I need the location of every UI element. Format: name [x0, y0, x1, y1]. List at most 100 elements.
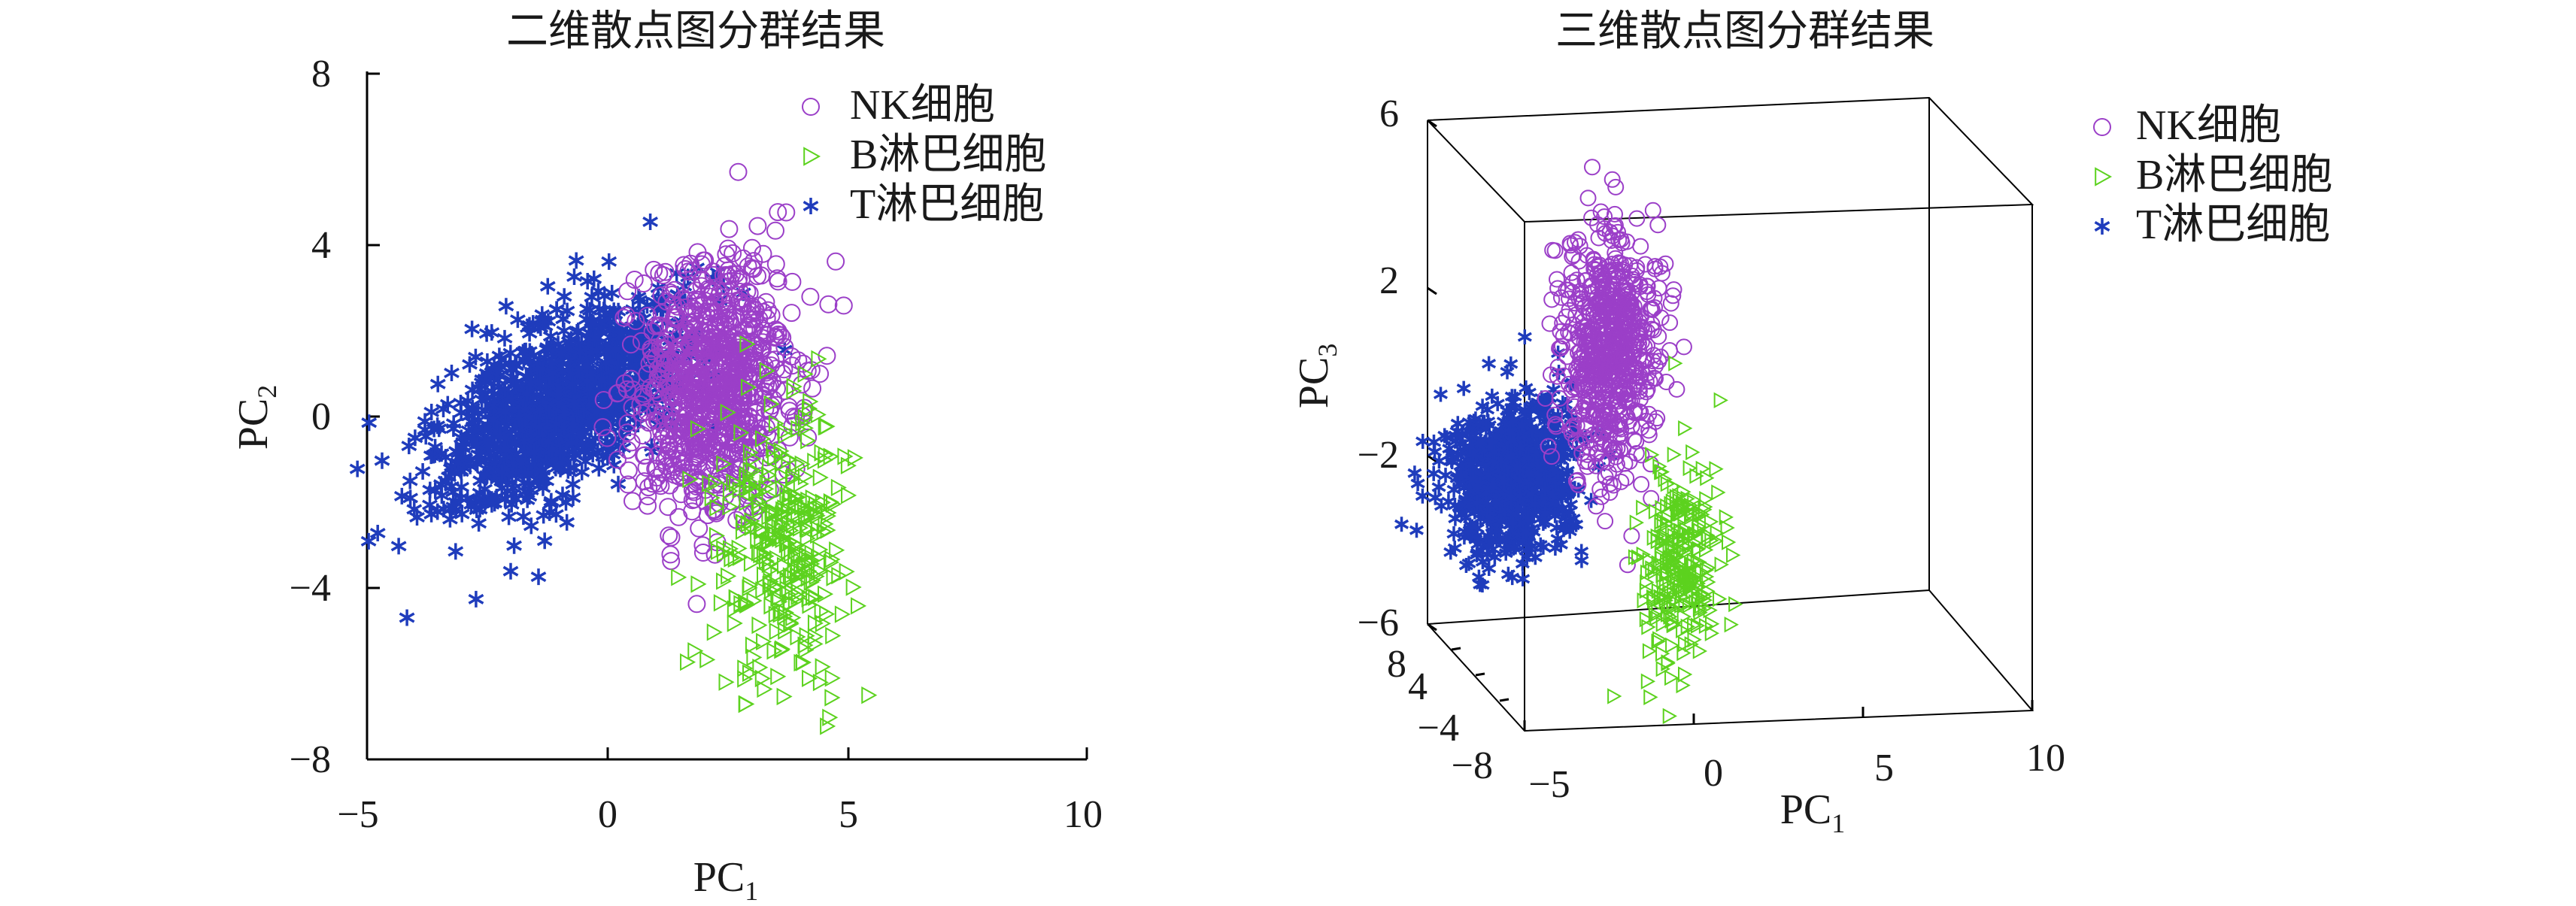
chart-2d-data-point: [724, 443, 742, 462]
chart-2d-data-point: [604, 284, 620, 301]
chart-3d-data-point: [1458, 524, 1473, 540]
chart-2d-data-point: [800, 569, 817, 587]
chart-2d-data-point: [672, 341, 690, 360]
chart-2d-legend-marker: [803, 198, 819, 214]
chart-3d-data-point: [1431, 479, 1446, 495]
chart-3d-data-point: [1602, 414, 1619, 432]
chart-3d-data-point: [1710, 525, 1725, 541]
chart-3d-data-point: [1619, 385, 1637, 402]
chart-3d-data-point: [1570, 231, 1587, 248]
chart-2d-data-point: [661, 283, 680, 302]
chart-3d-data-point: [1685, 583, 1701, 601]
chart-3d-legend-marker: [2094, 218, 2110, 235]
chart-2d-data-point: [639, 496, 657, 515]
chart-2d-data-point: [429, 375, 446, 392]
chart-2d-data-point: [834, 296, 853, 315]
chart-2d-data-point: [537, 312, 553, 329]
chart-2d-data-point: [590, 283, 606, 300]
chart-3d-data-point: [1505, 412, 1520, 428]
chart-2d-data-point: [727, 411, 745, 429]
chart-2d-data-point: [654, 266, 672, 285]
chart-2d-data-point: [772, 592, 788, 611]
chart-3d-data-point: [1415, 434, 1431, 449]
chart-3d-data-point: [1673, 543, 1688, 560]
chart-2d-data-point: [751, 497, 768, 515]
chart-2d-data-point: [531, 419, 547, 436]
chart-3d-data-point: [1643, 320, 1660, 338]
chart-2d-data-point: [519, 385, 535, 402]
chart-3d-ytick-label: −4: [1418, 707, 1459, 750]
chart-2d-data-point: [671, 568, 687, 586]
chart-3d-data-point: [1610, 416, 1627, 433]
chart-3d-data-point: [1588, 406, 1605, 423]
chart-2d-data-point: [627, 312, 645, 330]
chart-3d-data-point: [1513, 440, 1528, 456]
chart-3d-data-point: [1600, 286, 1617, 304]
chart-2d-data-point: [834, 605, 851, 623]
chart-2d-data-point: [728, 354, 747, 372]
chart-3d-data-point: [1633, 334, 1650, 350]
chart-2d-data-point: [752, 659, 769, 677]
chart-2d-xtick-label: 5: [839, 793, 858, 836]
chart-2d-data-point: [746, 462, 763, 480]
chart-3d-data-point: [1427, 435, 1442, 450]
chart-2d-data-point: [733, 548, 749, 566]
chart-2d-data-point: [639, 307, 657, 325]
chart-2d-data-point: [769, 325, 787, 344]
chart-3d-data-point: [1519, 380, 1534, 395]
chart-2d-data-point: [656, 407, 675, 426]
chart-3d-data-point: [1487, 550, 1502, 565]
chart-2d-data-point: [651, 316, 669, 335]
chart-3d-data-point: [1481, 468, 1496, 483]
chart-3d-data-point: [1705, 616, 1720, 632]
chart-3d-data-point: [1636, 499, 1651, 516]
chart-2d-data-point: [704, 489, 721, 507]
chart-3d-data-point: [1640, 673, 1656, 689]
chart-2d-data-point: [688, 371, 707, 389]
chart-2d-data-point: [463, 495, 480, 513]
chart-2d-data-point: [705, 329, 723, 347]
chart-3d-data-point: [1512, 489, 1527, 505]
chart-2d-data-point: [814, 602, 830, 620]
chart-2d-data-point: [742, 664, 759, 683]
chart-3d-data-point: [1568, 379, 1585, 396]
chart-3d-data-point: [1631, 276, 1649, 293]
chart-3d-data-point: [1581, 324, 1597, 341]
chart-2d-data-point: [727, 600, 743, 618]
chart-2d-data-point: [523, 482, 539, 498]
chart-2d-data-point: [711, 474, 730, 492]
chart-2d-xtick-label: 0: [598, 793, 617, 836]
chart-3d-data-point: [1628, 335, 1645, 352]
chart-3d-data-point: [1607, 244, 1624, 262]
chart-2d-data-point: [777, 422, 793, 441]
chart-2d-data-point: [754, 244, 772, 263]
chart-3d-data-point: [1559, 514, 1574, 529]
chart-2d-data-point: [664, 295, 683, 314]
chart-2d-data-point: [721, 567, 737, 585]
chart-2d-data-point: [690, 420, 706, 438]
chart-3d-xtick-label: 5: [1874, 747, 1894, 789]
chart-3d-data-point: [1714, 556, 1729, 573]
chart-3d-data-point: [1667, 447, 1682, 463]
chart-3d-data-point: [1540, 438, 1557, 455]
chart-2d-data-point: [650, 264, 669, 283]
chart-2d-data-point: [442, 511, 458, 528]
chart-2d-data-point: [685, 490, 704, 509]
chart-2d-data-point: [774, 641, 790, 659]
chart-3d-data-point: [1711, 484, 1726, 501]
chart-2d-data-point: [819, 295, 838, 314]
chart-3d-data-point: [1699, 491, 1714, 508]
chart-2d-data-point: [847, 449, 863, 467]
chart-2d-data-point: [526, 444, 542, 461]
chart-2d-data-point: [735, 514, 751, 532]
chart-2d-data-point: [542, 328, 559, 345]
chart-2d-data-point: [633, 426, 652, 445]
chart-2d-data-point: [511, 409, 527, 426]
chart-2d-data-point: [801, 287, 820, 306]
chart-3d-data-point: [1649, 217, 1667, 234]
chart-2d-data-point: [637, 459, 656, 477]
chart-2d-data-point: [630, 289, 647, 306]
chart-3d-data-point: [1667, 569, 1682, 586]
chart-3d-data-point: [1525, 423, 1540, 438]
